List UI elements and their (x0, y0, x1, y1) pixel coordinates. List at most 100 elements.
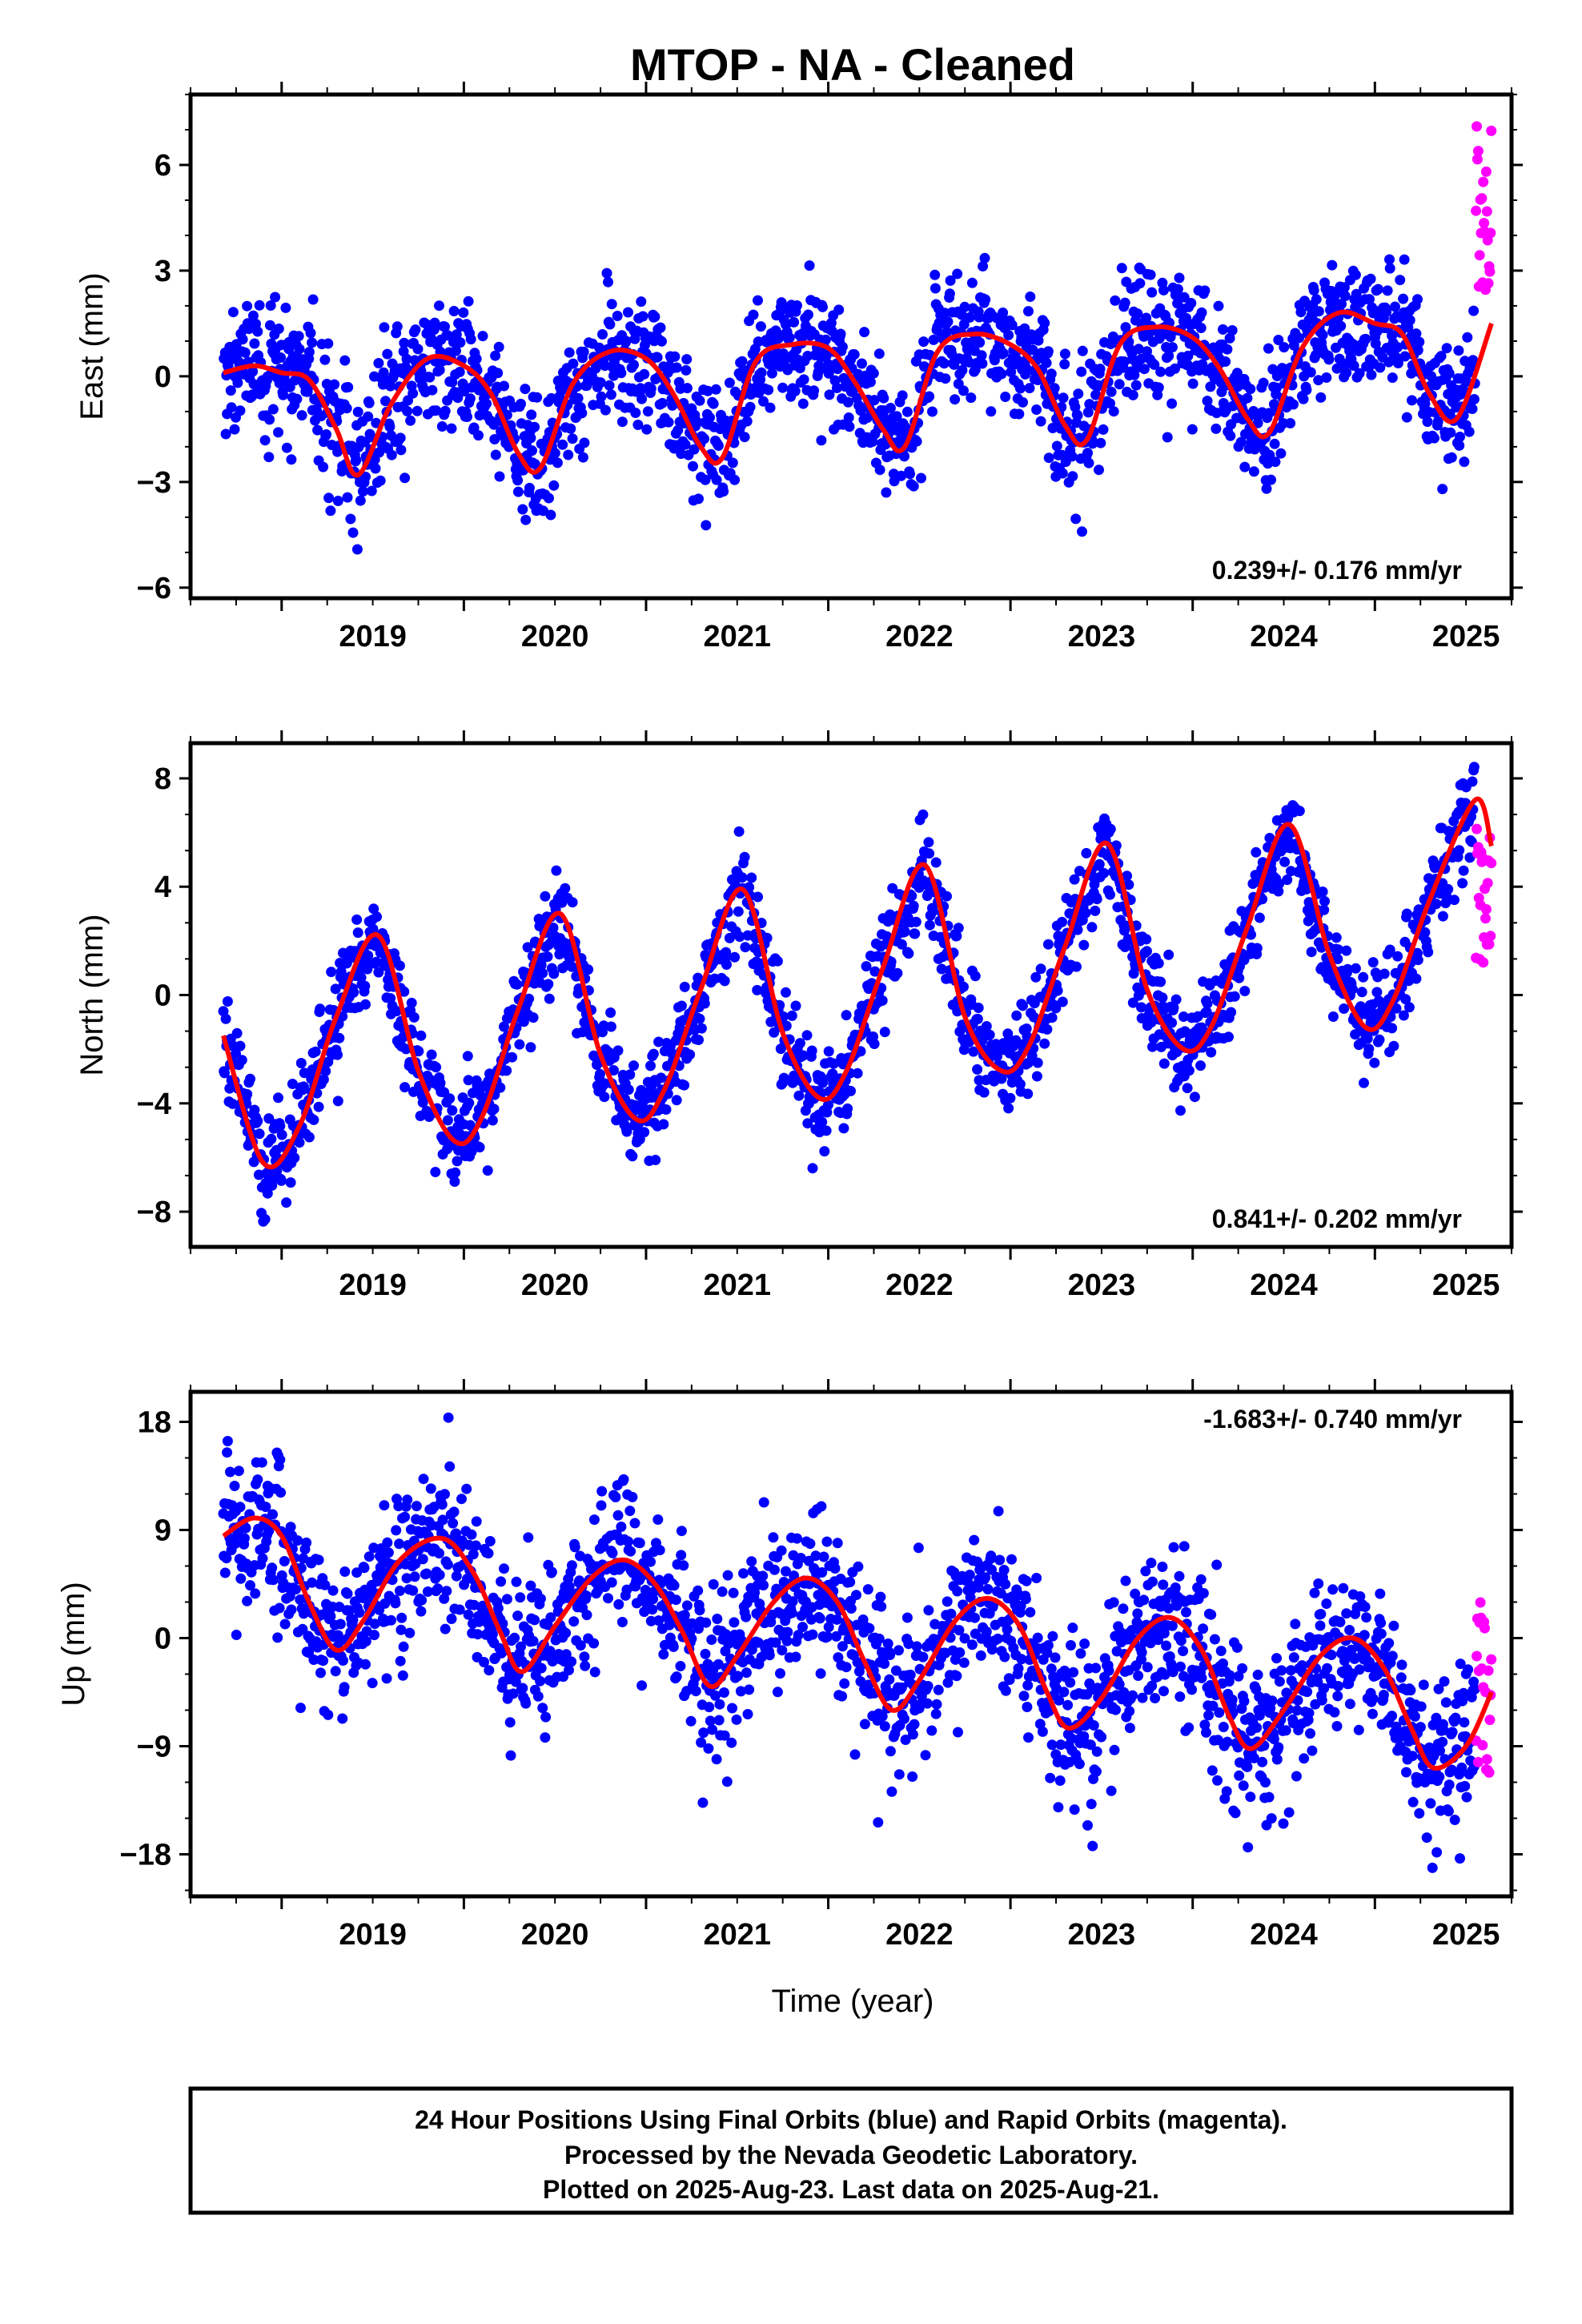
final-orbit-point (332, 1096, 343, 1107)
final-orbit-point (769, 1564, 780, 1575)
final-orbit-point (1094, 858, 1105, 870)
final-orbit-point (879, 1659, 890, 1669)
final-orbit-point (821, 1536, 833, 1547)
final-orbit-point (690, 415, 701, 426)
final-orbit-point (972, 1063, 983, 1075)
final-orbit-point (1384, 263, 1395, 274)
final-orbit-point (1014, 408, 1025, 420)
final-orbit-point (603, 1593, 613, 1604)
final-orbit-point (1468, 394, 1480, 404)
final-orbit-point (869, 966, 881, 977)
final-orbit-point (705, 1715, 716, 1727)
final-orbit-point (1336, 299, 1347, 310)
final-orbit-point (287, 1079, 298, 1089)
final-orbit-point (254, 300, 265, 311)
final-orbit-point (396, 1624, 407, 1635)
final-orbit-point (900, 1735, 911, 1745)
final-orbit-point (307, 337, 318, 348)
final-orbit-point (588, 1638, 600, 1649)
final-orbit-point (776, 1545, 787, 1556)
final-orbit-point (879, 1721, 890, 1732)
final-orbit-point (978, 1087, 990, 1098)
final-orbit-point (876, 1601, 887, 1612)
final-orbit-point (529, 1614, 540, 1626)
final-orbit-point (793, 1630, 804, 1641)
final-orbit-point (522, 942, 533, 953)
final-orbit-point (1018, 396, 1028, 408)
final-orbit-point (332, 496, 343, 506)
final-orbit-point (458, 307, 469, 318)
final-orbit-point (852, 1068, 863, 1079)
x-tick-label: 2019 (339, 1269, 407, 1302)
final-orbit-point (974, 337, 986, 348)
final-orbit-point (1231, 368, 1243, 379)
final-orbit-point (719, 975, 730, 987)
final-orbit-point (245, 1580, 255, 1591)
final-orbit-point (795, 1553, 806, 1563)
final-orbit-point (1089, 879, 1100, 890)
final-orbit-point (685, 1049, 696, 1060)
final-orbit-point (701, 1617, 712, 1628)
final-orbit-point (363, 950, 374, 961)
final-orbit-point (505, 1750, 516, 1761)
final-orbit-point (600, 404, 611, 416)
final-orbit-point (240, 1522, 251, 1534)
final-orbit-point (764, 1650, 775, 1661)
final-orbit-point (1354, 368, 1365, 379)
final-orbit-point (313, 1101, 324, 1112)
final-orbit-point (1239, 461, 1251, 472)
final-orbit-point (308, 1655, 319, 1665)
final-orbit-point (501, 1594, 512, 1605)
final-orbit-point (728, 1587, 739, 1598)
final-orbit-point (1274, 879, 1285, 890)
final-orbit-point (448, 1506, 460, 1518)
final-orbit-point (642, 406, 653, 417)
final-orbit-point (1371, 987, 1383, 998)
final-orbit-point (568, 358, 579, 369)
final-orbit-point (680, 439, 691, 450)
final-orbit-point (493, 341, 504, 352)
final-orbit-point (504, 1717, 516, 1728)
x-tick-label: 2021 (703, 620, 771, 653)
y-tick-label: −6 (137, 572, 171, 605)
final-orbit-point (606, 1577, 617, 1588)
final-orbit-point (1285, 418, 1296, 428)
final-orbit-point (432, 1583, 444, 1594)
final-orbit-point (1187, 378, 1199, 389)
final-orbit-point (733, 1671, 743, 1682)
final-orbit-point (330, 983, 341, 995)
final-orbit-point (1313, 306, 1324, 317)
final-orbit-point (724, 377, 735, 388)
final-orbit-point (685, 1715, 697, 1727)
rapid-orbit-point (1472, 121, 1482, 132)
final-orbit-point (837, 341, 848, 352)
final-orbit-point (942, 891, 952, 902)
final-orbit-point (408, 1585, 419, 1596)
y-tick-label: −8 (137, 1196, 171, 1229)
final-orbit-point (313, 1554, 324, 1566)
final-orbit-point (821, 1125, 832, 1136)
final-orbit-point (464, 393, 476, 404)
final-orbit-point (310, 1046, 321, 1057)
final-orbit-point (815, 1668, 826, 1679)
final-orbit-point (1043, 452, 1054, 464)
final-orbit-point (308, 1114, 319, 1125)
final-orbit-point (596, 391, 607, 402)
final-orbit-point (886, 1786, 897, 1797)
final-orbit-points (218, 762, 1480, 1227)
final-orbit-point (524, 482, 535, 493)
final-orbit-point (1363, 1043, 1375, 1055)
final-orbit-point (1146, 287, 1158, 298)
final-orbit-point (786, 1607, 797, 1618)
final-orbit-point (681, 1600, 693, 1611)
final-orbit-point (1078, 939, 1090, 951)
rapid-orbit-point (1472, 146, 1484, 157)
final-orbit-point (763, 384, 774, 396)
final-orbit-point (1105, 889, 1115, 900)
final-orbit-point (768, 1532, 779, 1543)
final-orbit-point (1105, 823, 1116, 834)
final-orbit-point (1457, 878, 1468, 889)
final-orbit-point (1199, 285, 1211, 296)
final-orbit-point (794, 1038, 805, 1049)
final-orbit-point (809, 385, 820, 396)
